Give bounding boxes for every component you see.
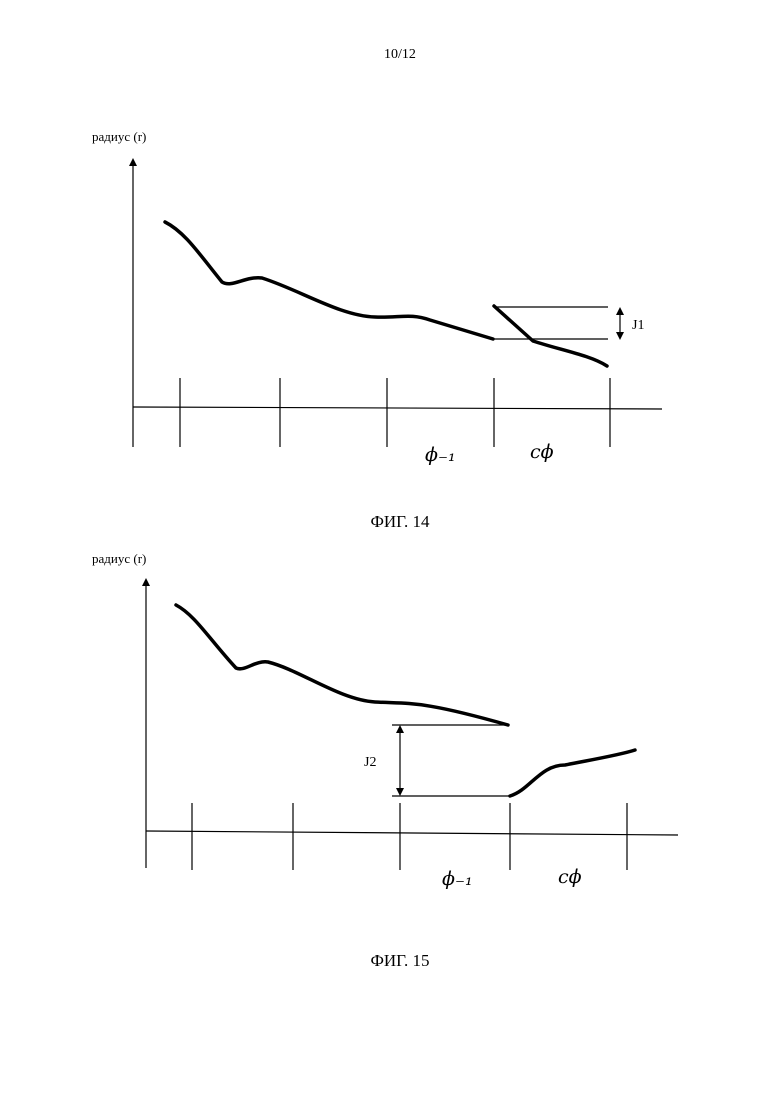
axis-label: радиус (r): [92, 129, 146, 144]
curve: [176, 605, 508, 725]
curve: [494, 306, 607, 366]
x-label: cϕ: [558, 866, 582, 888]
axis-label: радиус (r): [92, 551, 146, 566]
ticks: [192, 803, 627, 870]
caption: ФИГ. 15: [370, 951, 429, 970]
x-label: ϕ₋₁: [425, 444, 456, 466]
caption: ФИГ. 14: [370, 512, 430, 531]
jump-label: J2: [364, 755, 376, 770]
x-label: ϕ₋₁: [442, 868, 473, 890]
jump-label: J1: [632, 318, 644, 333]
page-number: 10/12: [384, 47, 416, 62]
figure-14: радиус (r) J1 ϕ₋₁ cϕ ФИГ. 14: [92, 129, 662, 531]
x-axis: [133, 407, 662, 409]
figure-15: радиус (r) J2 ϕ₋₁ cϕ ФИГ. 15: [92, 551, 678, 970]
page: 10/12 радиус (r) J1 ϕ₋₁ cϕ ФИГ. 14 радиу…: [0, 0, 780, 1103]
x-axis: [146, 831, 678, 835]
curve: [510, 750, 635, 796]
curve: [165, 222, 493, 339]
x-label: cϕ: [530, 441, 554, 463]
ticks: [180, 378, 610, 447]
